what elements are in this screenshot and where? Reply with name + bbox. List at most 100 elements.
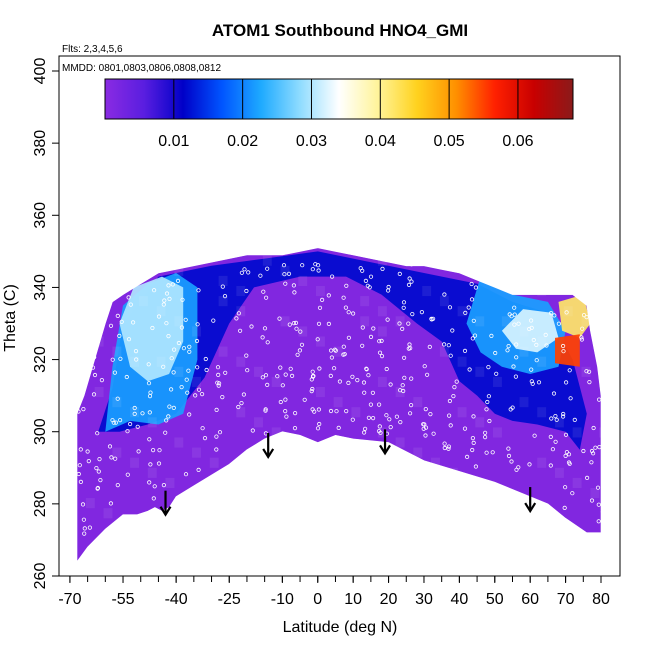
sample-point [250, 428, 255, 433]
grid-cell [413, 498, 423, 509]
sample-point [277, 316, 282, 321]
sample-point [341, 344, 346, 349]
sample-point [265, 382, 270, 387]
contour-blue-band-north [98, 251, 587, 450]
sample-point [579, 335, 584, 340]
sample-point [91, 392, 97, 397]
sample-point [187, 349, 192, 354]
sample-point [156, 461, 162, 466]
sample-point [291, 320, 296, 326]
sample-point [167, 404, 172, 409]
sample-point [360, 325, 365, 330]
sample-point [380, 266, 385, 271]
sample-point [397, 271, 402, 276]
sample-point [147, 480, 152, 485]
grid-cell [422, 285, 432, 297]
sample-point [355, 377, 360, 383]
sample-point [115, 396, 120, 401]
colorbar-tick-label: 0.01 [158, 133, 189, 150]
sample-point [490, 450, 495, 455]
sample-point [385, 317, 390, 322]
colorbar-tick-label: 0.03 [296, 133, 327, 150]
grid-cell [386, 548, 396, 559]
sample-point [95, 485, 101, 491]
sample-point [282, 272, 287, 277]
sample-point [310, 267, 315, 272]
sample-point [309, 388, 314, 394]
sample-point [162, 298, 167, 303]
sample-point [260, 375, 265, 380]
sample-point [512, 312, 517, 317]
sample-point [446, 343, 451, 348]
sample-point [366, 373, 371, 378]
grid-cell [85, 548, 95, 559]
sample-point [510, 405, 515, 410]
grid-cell [315, 336, 325, 347]
sample-point [346, 310, 351, 315]
grid-cell [493, 498, 502, 509]
sample-point [77, 463, 82, 468]
sample-point [596, 519, 601, 524]
sample-point [482, 430, 488, 435]
grid-cell [307, 498, 317, 509]
grid-cell [130, 528, 140, 539]
sample-point [589, 460, 594, 465]
sample-point [220, 394, 225, 400]
sample-point [151, 447, 156, 453]
sample-point [310, 369, 315, 374]
sample-point [164, 291, 170, 296]
grid-cell [360, 296, 370, 307]
sample-point [167, 296, 172, 301]
sample-point [128, 421, 133, 427]
grid-cell [554, 467, 564, 478]
sample-point [343, 305, 348, 310]
grid-cell [271, 376, 281, 387]
sample-point [447, 398, 452, 404]
sample-point [489, 333, 494, 338]
grid-cell [280, 316, 290, 327]
sample-point [183, 472, 189, 477]
sample-point [334, 409, 339, 414]
sample-point [76, 471, 81, 477]
grid-cell [475, 487, 485, 499]
sample-point [202, 435, 208, 441]
sample-point [564, 310, 569, 315]
grid-cell [501, 265, 511, 276]
sample-point [397, 321, 402, 326]
sample-point [560, 414, 566, 419]
grid-cell [537, 457, 547, 468]
sample-point [241, 392, 246, 397]
sample-point [117, 333, 122, 338]
sample-point [506, 446, 511, 451]
sample-point [180, 297, 185, 302]
sample-point [365, 283, 370, 288]
sample-point [423, 433, 428, 438]
sample-point [195, 365, 200, 370]
sample-point [584, 314, 589, 320]
grid-cell [271, 427, 281, 438]
sample-point [163, 430, 168, 435]
grid-cell [209, 457, 219, 468]
sample-point [552, 313, 557, 318]
grid-cell [377, 306, 387, 317]
sample-point [548, 434, 553, 439]
sample-point [234, 316, 239, 321]
sample-point [261, 289, 266, 294]
flights-note: Flts: 2,3,4,5,6 [62, 44, 123, 55]
sample-point [442, 445, 447, 451]
dip-arrows [159, 429, 537, 517]
sample-point [472, 333, 478, 338]
sample-point [409, 279, 414, 284]
sample-point [135, 424, 140, 429]
sample-point [292, 410, 298, 416]
sample-point [590, 451, 596, 456]
sample-point [319, 297, 325, 302]
sample-point [388, 424, 393, 430]
sample-point [463, 310, 468, 315]
sample-point [194, 338, 200, 344]
sample-point [265, 340, 270, 345]
grid-cell [138, 247, 148, 256]
sample-point [428, 411, 433, 417]
sample-point [328, 348, 334, 353]
sample-point [204, 367, 209, 373]
